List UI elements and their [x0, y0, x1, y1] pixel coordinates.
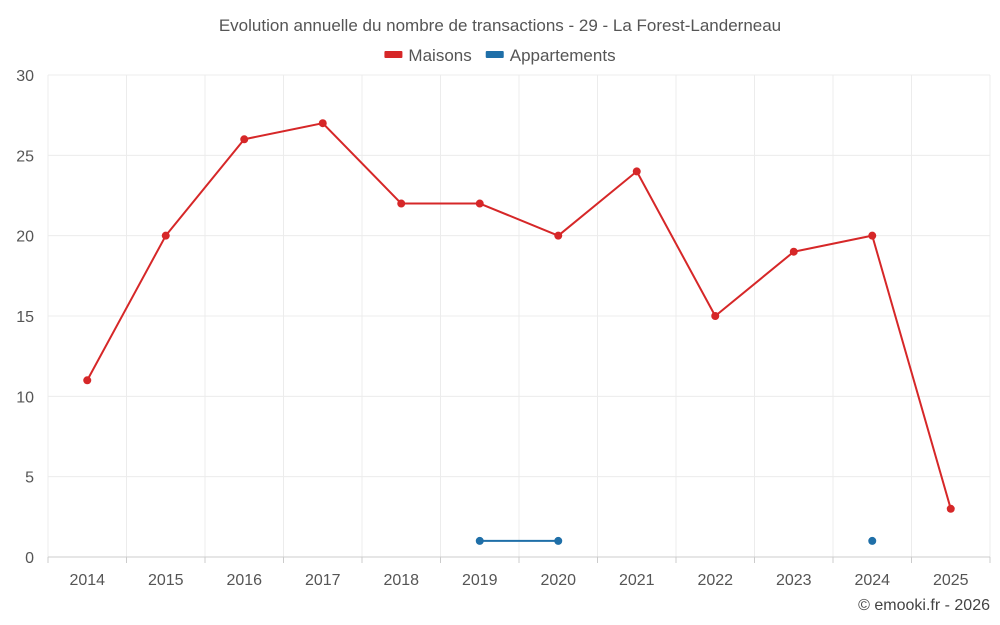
data-point-maisons[interactable]: [161, 231, 170, 240]
x-tick-label: 2019: [462, 572, 498, 589]
legend-swatch-maisons: [384, 51, 403, 58]
y-tick-label: 10: [16, 389, 34, 406]
data-point-maisons[interactable]: [240, 135, 249, 144]
x-tick-label: 2014: [69, 572, 105, 589]
x-tick-label: 2020: [540, 572, 576, 589]
series-maisons: [83, 119, 955, 513]
chart-title: Evolution annuelle du nombre de transact…: [219, 16, 781, 35]
x-tick-label: 2021: [619, 572, 655, 589]
legend-label-maisons[interactable]: Maisons: [408, 46, 471, 65]
data-point-appartements[interactable]: [868, 536, 877, 545]
y-tick-label: 25: [16, 148, 34, 165]
x-tick-label: 2022: [697, 572, 733, 589]
y-tick-label: 30: [16, 68, 34, 85]
y-tick-label: 0: [25, 550, 34, 567]
series-appartements: [475, 536, 877, 545]
x-tick-label: 2017: [305, 572, 341, 589]
x-tick-label: 2015: [148, 572, 184, 589]
x-tick-label: 2018: [383, 572, 419, 589]
grid: [47, 74, 991, 557]
legend-swatch-appartements: [485, 51, 504, 58]
series-layer: [83, 119, 955, 545]
data-point-appartements[interactable]: [554, 536, 563, 545]
data-point-maisons[interactable]: [711, 312, 720, 320]
data-point-appartements[interactable]: [475, 536, 484, 545]
data-point-maisons[interactable]: [946, 504, 955, 513]
series-line-maisons: [86, 122, 952, 510]
data-point-maisons[interactable]: [632, 167, 641, 176]
data-point-maisons[interactable]: [868, 231, 877, 240]
legend-label-appartements[interactable]: Appartements: [510, 46, 616, 65]
legend: Maisons Appartements: [384, 46, 616, 65]
data-point-maisons[interactable]: [397, 199, 406, 208]
data-point-maisons[interactable]: [475, 199, 484, 208]
data-point-maisons[interactable]: [554, 231, 563, 240]
y-tick-label: 5: [25, 470, 34, 487]
y-tick-label: 15: [16, 309, 34, 326]
data-point-maisons[interactable]: [83, 376, 92, 385]
credit-text: © emooki.fr - 2026: [858, 597, 990, 614]
x-tick-label: 2023: [776, 572, 812, 589]
data-point-maisons[interactable]: [318, 119, 327, 128]
y-tick-label: 20: [16, 229, 34, 246]
data-point-maisons[interactable]: [789, 247, 798, 256]
x-tick-label: 2025: [933, 572, 969, 589]
x-tick-label: 2024: [854, 572, 890, 589]
x-tick-label: 2016: [226, 572, 262, 589]
